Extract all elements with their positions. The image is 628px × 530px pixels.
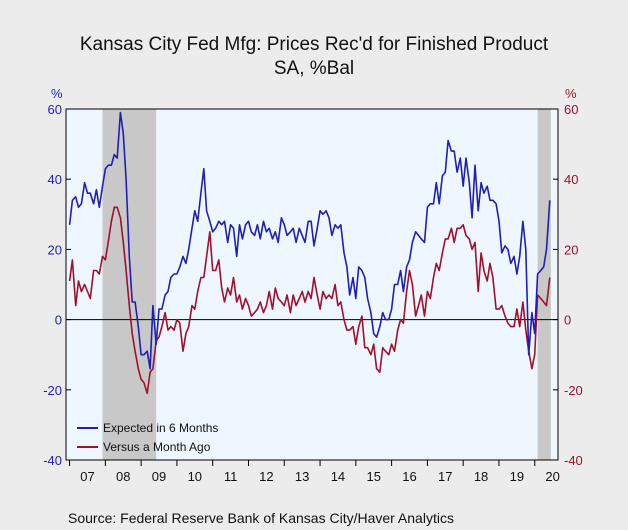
- ytick-label-right: -40: [564, 453, 583, 468]
- x-ticks: 07 08 09 10 11 12 13 14 15 16 17 18 19 20: [69, 460, 560, 484]
- ytick-label-right: 0: [564, 313, 571, 328]
- xtick-label: 18: [474, 469, 488, 484]
- left-axis-unit: %: [51, 86, 63, 101]
- xtick-label: 08: [116, 469, 130, 484]
- series-lines: [68, 111, 551, 395]
- series-line-expected: [68, 111, 551, 370]
- ytick-label-right: 40: [564, 172, 578, 187]
- series-line-versus: [68, 206, 551, 395]
- ytick-label-left: 0: [55, 313, 62, 328]
- xtick-label: 10: [188, 469, 202, 484]
- ytick-label-left: -40: [43, 453, 62, 468]
- plot-frame: [65, 108, 559, 461]
- xtick-label: 07: [80, 469, 94, 484]
- legend-label-expected: Expected in 6 Months: [103, 421, 218, 435]
- ytick-label-left: 60: [48, 102, 62, 117]
- xtick-label: 16: [402, 469, 416, 484]
- source-note: Source: Federal Reserve Bank of Kansas C…: [68, 510, 454, 526]
- ytick-label-left: -20: [43, 383, 62, 398]
- recession-shading: [102, 109, 551, 460]
- ytick-label-right: 20: [564, 242, 578, 257]
- ytick-label-left: 20: [48, 242, 62, 257]
- legend: Expected in 6 Months Versus a Month Ago: [77, 421, 218, 454]
- legend-label-versus: Versus a Month Ago: [103, 440, 211, 454]
- xtick-label: 19: [510, 469, 524, 484]
- ytick-label-right: 60: [564, 102, 578, 117]
- xtick-label: 09: [152, 469, 166, 484]
- xtick-label: 14: [331, 469, 345, 484]
- recession-bar-0: [102, 109, 157, 460]
- xtick-label: 20: [545, 469, 559, 484]
- xtick-label: 17: [438, 469, 452, 484]
- xtick-label: 12: [259, 469, 273, 484]
- xtick-label: 15: [366, 469, 380, 484]
- xtick-label: 11: [224, 469, 238, 484]
- ytick-label-left: 40: [48, 172, 62, 187]
- xtick-label: 13: [295, 469, 309, 484]
- chart-subtitle: SA, %Bal: [274, 58, 354, 79]
- recession-bar-1: [537, 109, 551, 460]
- y-ticks: 60 60 40 40 20 20 0 0 -20 -20 -40 -40: [43, 102, 583, 468]
- right-axis-unit: %: [565, 86, 577, 101]
- ytick-label-right: -20: [564, 383, 583, 398]
- chart-title: Kansas City Fed Mfg: Prices Rec'd for Fi…: [80, 34, 549, 55]
